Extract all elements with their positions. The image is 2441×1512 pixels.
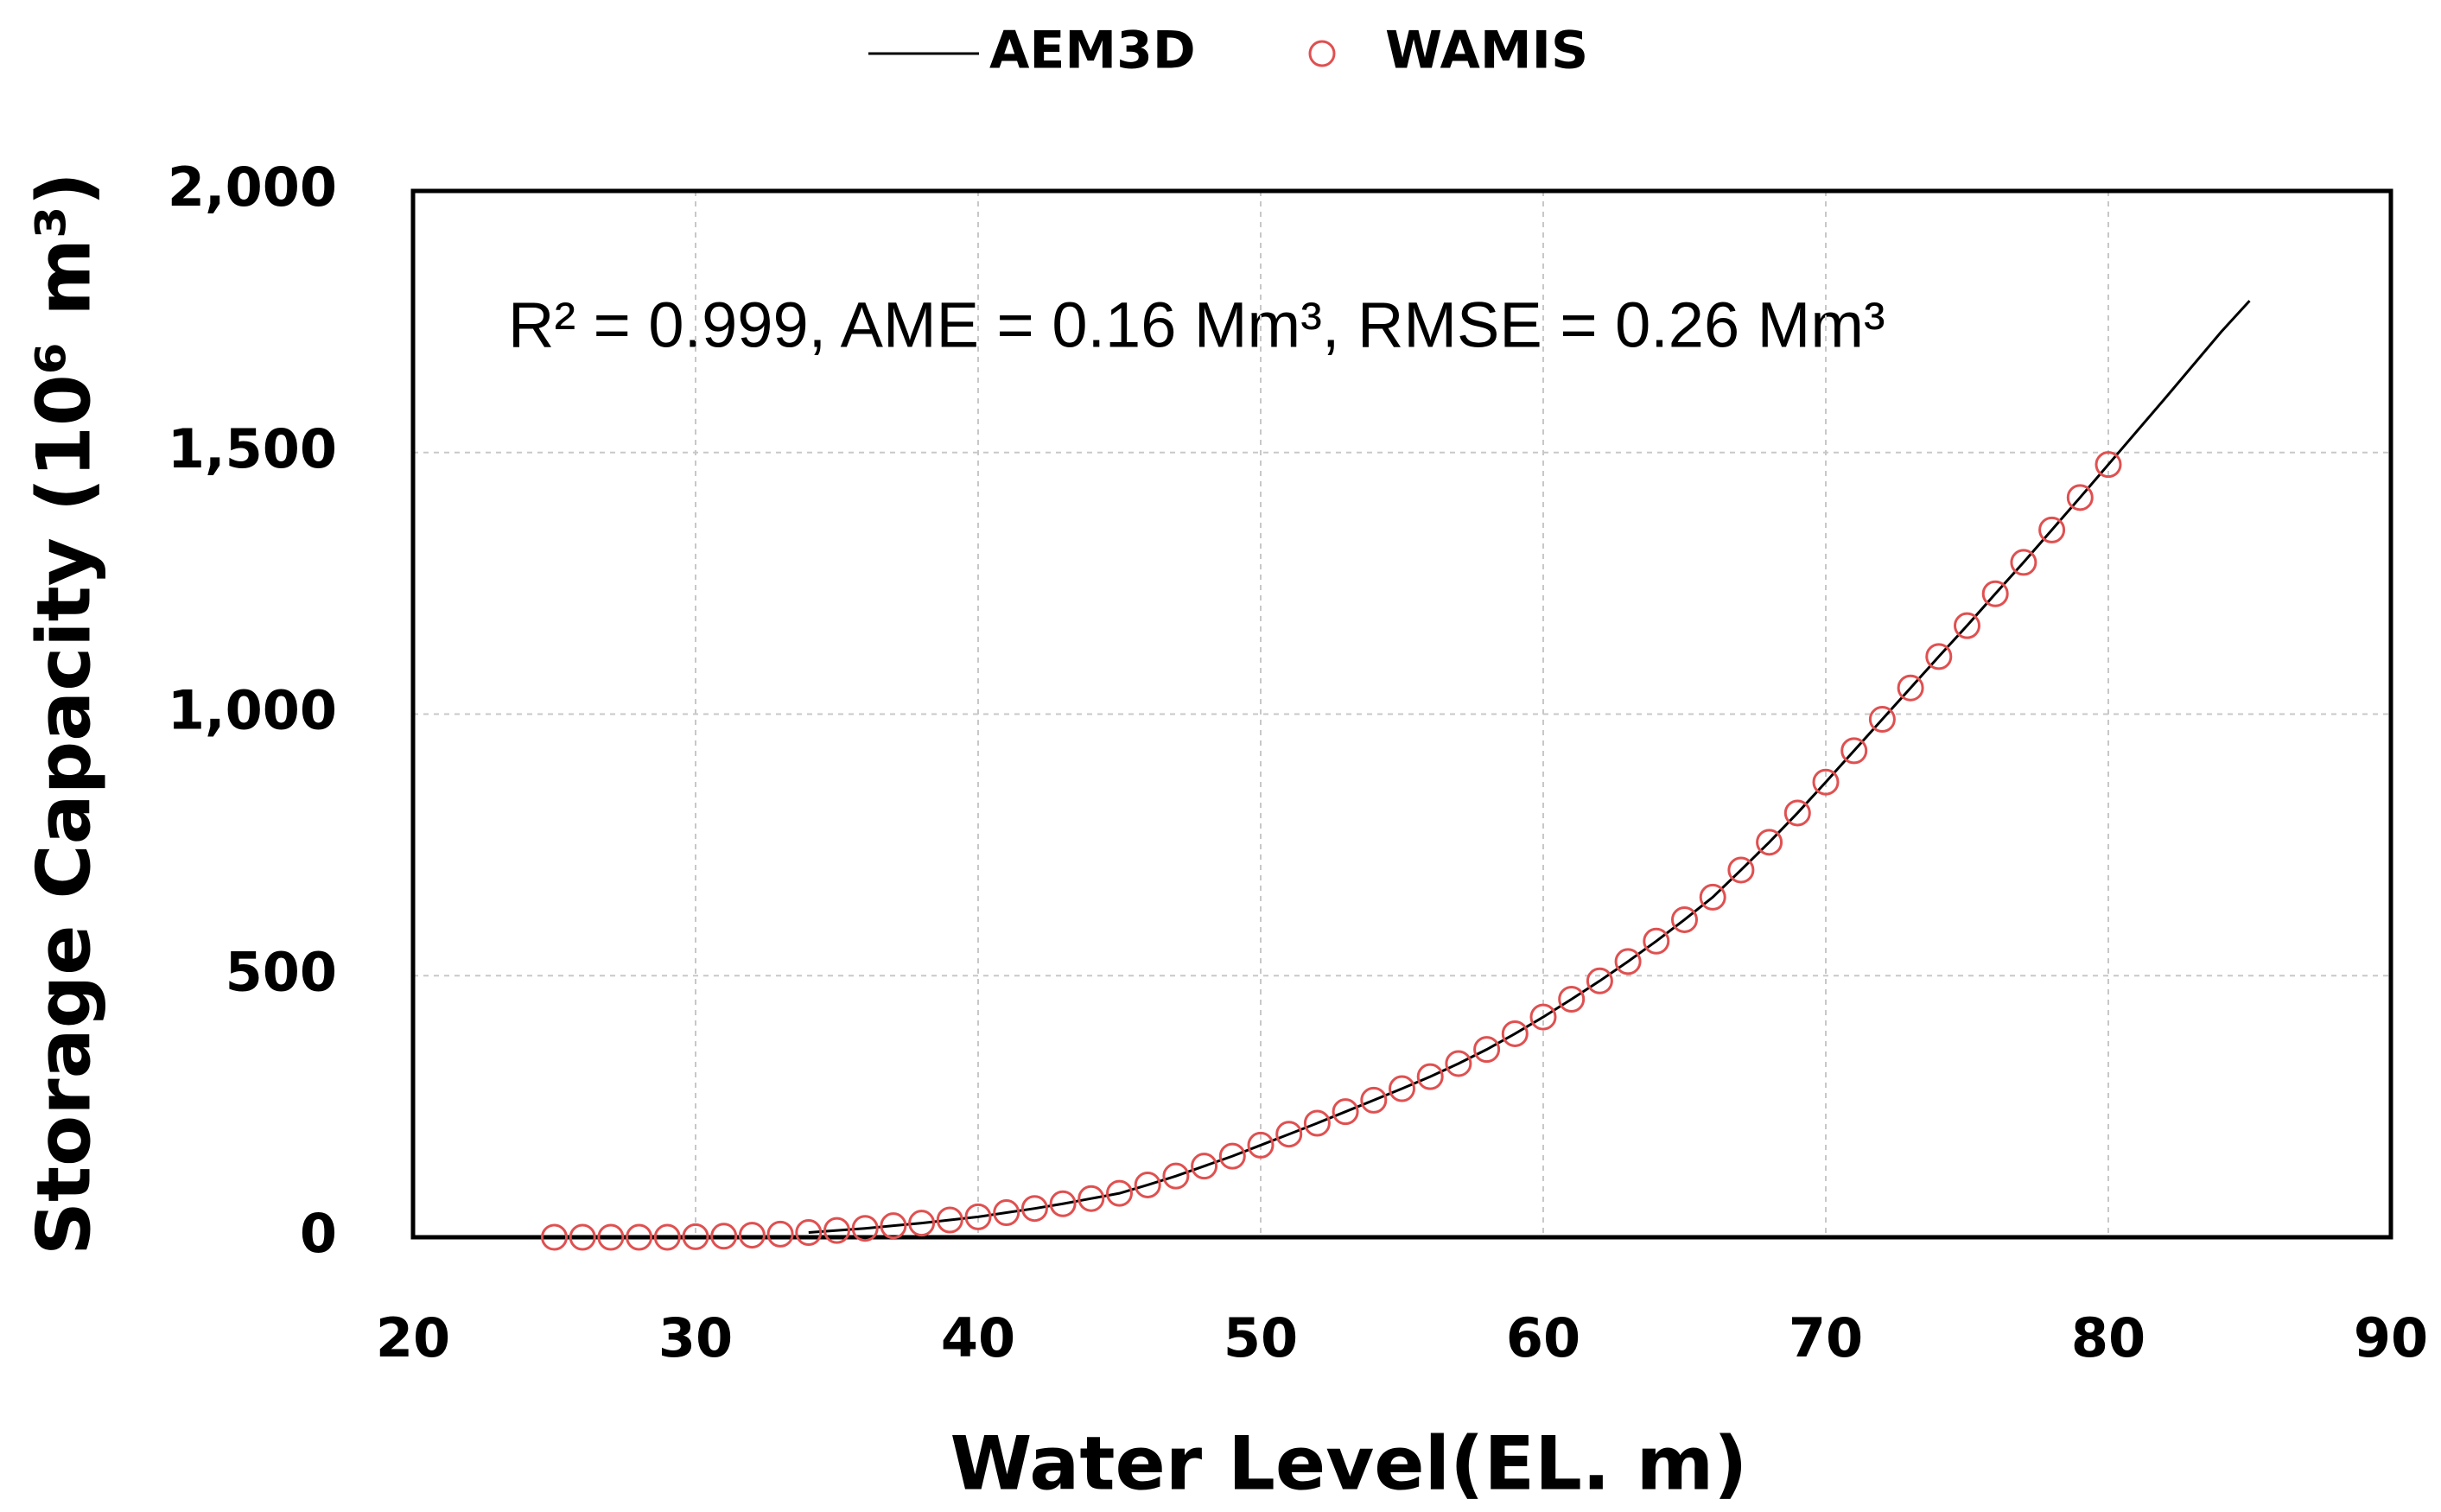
data-point bbox=[597, 1223, 625, 1251]
legend-label: AEM3D bbox=[989, 21, 1196, 81]
x-tick-label: 90 bbox=[2354, 1306, 2428, 1369]
data-point bbox=[2095, 451, 2122, 479]
data-point bbox=[1275, 1121, 1303, 1148]
data-point bbox=[823, 1217, 850, 1244]
data-point bbox=[1981, 580, 2009, 607]
legend-label: WAMIS bbox=[1385, 21, 1588, 81]
y-tick-label: 0 bbox=[300, 1202, 337, 1265]
data-point bbox=[2038, 516, 2066, 543]
plot-frame bbox=[410, 188, 2393, 1240]
data-point bbox=[1416, 1063, 1444, 1090]
data-point bbox=[1614, 948, 1642, 975]
data-point bbox=[993, 1199, 1020, 1227]
data-point bbox=[541, 1223, 568, 1251]
data-point bbox=[1812, 768, 1840, 796]
data-point bbox=[964, 1203, 992, 1230]
data-point bbox=[1643, 927, 1670, 955]
data-point bbox=[880, 1212, 907, 1240]
y-tick-label: 1,000 bbox=[168, 679, 337, 742]
x-tick-label: 20 bbox=[376, 1306, 450, 1369]
data-point bbox=[851, 1215, 879, 1242]
x-tick-label: 30 bbox=[658, 1306, 733, 1369]
data-point bbox=[766, 1220, 794, 1248]
data-point bbox=[1332, 1098, 1359, 1126]
data-point bbox=[1247, 1131, 1275, 1159]
y-tick-label: 2,000 bbox=[168, 156, 337, 219]
data-line bbox=[808, 300, 2251, 1235]
data-point bbox=[1162, 1162, 1190, 1190]
data-point bbox=[1529, 1003, 1557, 1031]
data-point bbox=[1077, 1185, 1105, 1212]
data-point bbox=[2066, 484, 2094, 511]
data-point bbox=[653, 1223, 681, 1251]
data-point bbox=[908, 1210, 936, 1237]
data-point bbox=[1699, 883, 1726, 911]
x-tick-label: 60 bbox=[1506, 1306, 1580, 1369]
data-point bbox=[626, 1223, 653, 1251]
data-point bbox=[1586, 967, 1613, 994]
data-point bbox=[1954, 612, 1980, 639]
data-point bbox=[1473, 1036, 1501, 1064]
x-axis-title: Water Level(EL. m) bbox=[950, 1420, 1748, 1507]
data-point bbox=[682, 1223, 709, 1250]
data-point bbox=[1020, 1195, 1048, 1223]
data-point bbox=[1840, 737, 1868, 765]
annotation: R² = 0.999, AME = 0.16 Mm³, RMSE = 0.26 … bbox=[508, 289, 1885, 361]
data-point bbox=[569, 1223, 596, 1251]
data-point bbox=[738, 1222, 766, 1249]
data-point bbox=[1868, 706, 1896, 734]
data-point bbox=[1671, 905, 1698, 933]
data-point bbox=[1756, 829, 1783, 856]
x-tick-label: 50 bbox=[1224, 1306, 1298, 1369]
data-point bbox=[1783, 799, 1811, 827]
data-point bbox=[1218, 1142, 1246, 1170]
legend-swatch bbox=[1308, 40, 1336, 67]
data-point bbox=[1558, 985, 1586, 1013]
data-point bbox=[1106, 1179, 1133, 1207]
data-point bbox=[1727, 856, 1755, 884]
data-point bbox=[1897, 674, 1924, 702]
x-tick-label: 40 bbox=[941, 1306, 1015, 1369]
data-point bbox=[936, 1206, 963, 1234]
x-tick-label: 70 bbox=[1789, 1306, 1863, 1369]
data-point bbox=[1501, 1020, 1529, 1047]
data-point bbox=[1303, 1109, 1331, 1137]
data-point bbox=[1049, 1190, 1077, 1217]
data-point bbox=[2010, 549, 2037, 576]
data-point bbox=[1191, 1153, 1218, 1180]
y-tick-label: 500 bbox=[226, 940, 337, 1003]
y-axis-title: Storage Capacity (10⁶ m³) bbox=[21, 172, 107, 1255]
data-point bbox=[1925, 643, 1953, 670]
data-point bbox=[710, 1223, 738, 1250]
data-point bbox=[1360, 1086, 1388, 1114]
y-tick-label: 1,500 bbox=[168, 417, 337, 480]
data-point bbox=[795, 1219, 823, 1247]
x-tick-label: 80 bbox=[2071, 1306, 2145, 1369]
data-point bbox=[1445, 1050, 1472, 1077]
data-point bbox=[1389, 1075, 1415, 1102]
data-point bbox=[1134, 1171, 1161, 1198]
